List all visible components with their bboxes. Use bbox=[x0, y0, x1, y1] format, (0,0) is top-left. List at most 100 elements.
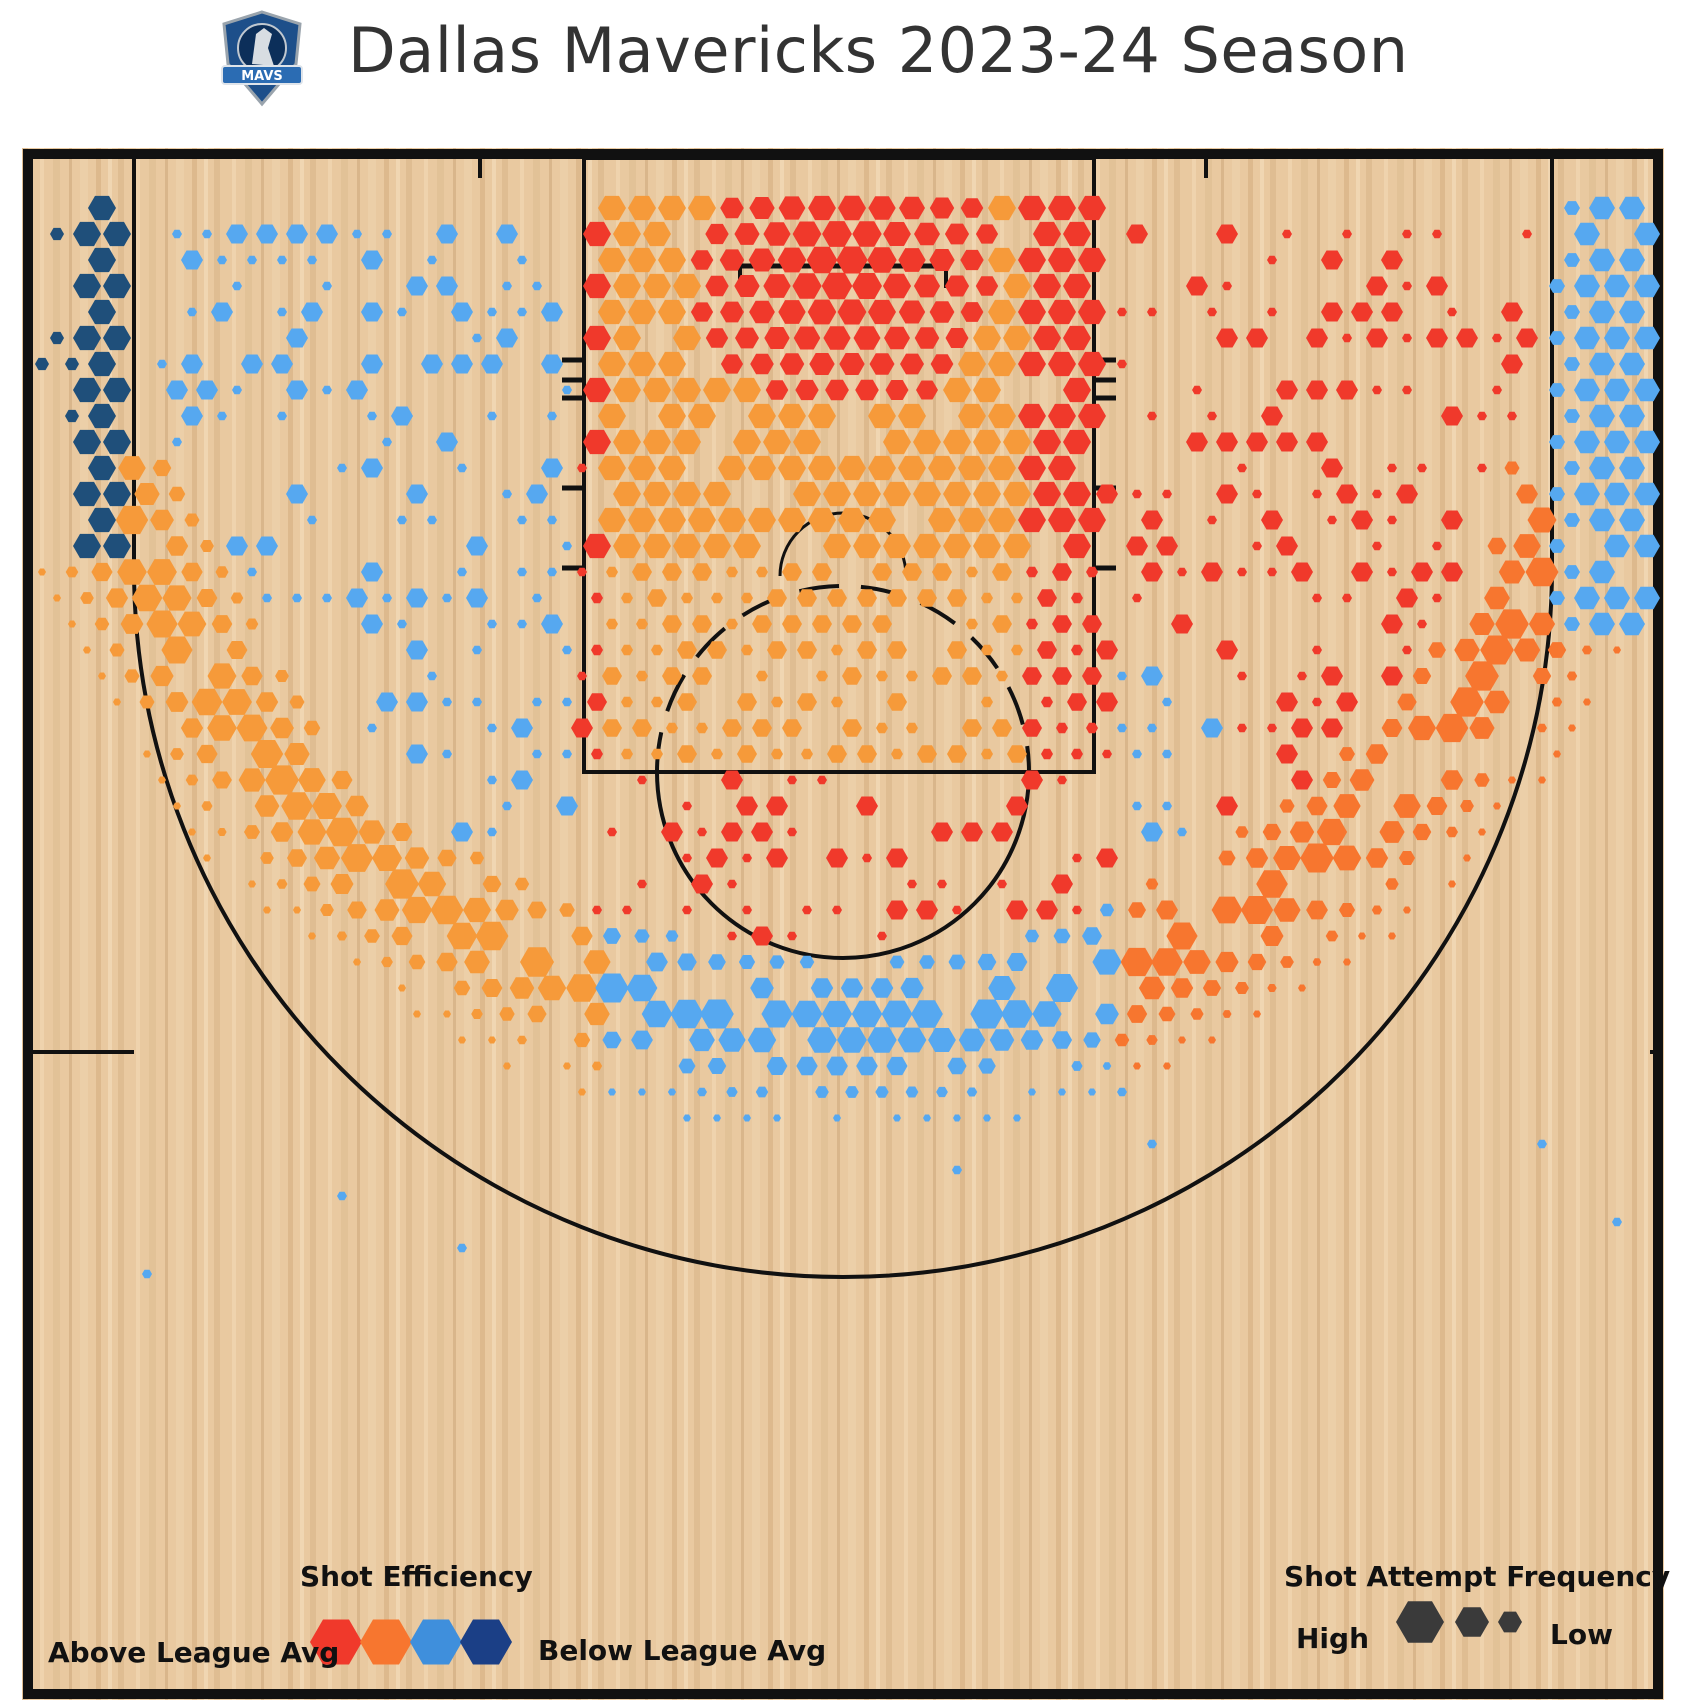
shot-hexbin bbox=[870, 978, 894, 998]
shot-hexbin bbox=[276, 879, 288, 889]
shot-hexbin bbox=[960, 198, 984, 218]
shot-hexbin bbox=[1574, 222, 1600, 246]
shot-hexbin bbox=[988, 351, 1016, 377]
shot-hexbin bbox=[943, 481, 971, 507]
legend-frequency-swatch bbox=[1396, 1601, 1444, 1643]
shot-hexbin bbox=[797, 641, 817, 659]
shot-hexbin bbox=[165, 536, 189, 556]
shot-hexbin bbox=[1117, 671, 1127, 681]
shot-hexbin bbox=[427, 255, 437, 265]
shot-hexbin bbox=[1306, 900, 1328, 920]
shot-hexbin bbox=[1589, 560, 1615, 584]
shot-hexbin bbox=[662, 563, 682, 581]
shot-hexbin bbox=[50, 331, 64, 345]
shot-hexbin bbox=[1026, 566, 1038, 578]
shot-hexbin bbox=[778, 196, 806, 220]
shot-hexbin bbox=[778, 300, 806, 324]
shot-hexbin bbox=[1028, 1088, 1036, 1096]
shot-hexbin bbox=[697, 1087, 707, 1097]
shot-hexbin bbox=[1145, 878, 1159, 890]
shot-hexbin bbox=[988, 247, 1016, 273]
shot-hexbin bbox=[598, 455, 626, 481]
shot-hexbin bbox=[673, 377, 701, 403]
shot-hexbin bbox=[1063, 221, 1091, 247]
shot-hexbin bbox=[1321, 458, 1343, 478]
shot-hexbin bbox=[1460, 800, 1474, 812]
shot-hexbin bbox=[1216, 640, 1238, 660]
shot-hexbin bbox=[1222, 1010, 1232, 1018]
shot-hexbin bbox=[196, 744, 218, 764]
shot-hexbin bbox=[1071, 592, 1083, 604]
shot-hexbin bbox=[638, 1088, 646, 1096]
shot-hexbin bbox=[778, 455, 806, 481]
shot-hexbin bbox=[751, 926, 773, 946]
shot-hexbin bbox=[115, 505, 149, 535]
shot-hexbin bbox=[1170, 978, 1194, 998]
shot-hexbin bbox=[563, 1062, 571, 1070]
shot-hexbin bbox=[1549, 435, 1565, 449]
shot-hexbin bbox=[207, 663, 237, 689]
shot-hexbin bbox=[705, 223, 729, 245]
shot-hexbin bbox=[262, 593, 272, 603]
shot-hexbin bbox=[109, 643, 125, 657]
shot-hexbin bbox=[361, 458, 383, 478]
shot-hexbin bbox=[256, 536, 278, 556]
shot-hexbin bbox=[361, 354, 383, 374]
shot-hexbin bbox=[103, 533, 131, 559]
shot-hexbin bbox=[1063, 533, 1091, 559]
shot-hexbin bbox=[1132, 593, 1142, 603]
shot-hexbin bbox=[230, 592, 244, 604]
shot-hexbin bbox=[917, 589, 937, 607]
shot-hexbin bbox=[793, 326, 821, 350]
shot-hexbin bbox=[769, 955, 785, 969]
shot-hexbin bbox=[883, 222, 911, 246]
svg-text:MAVS: MAVS bbox=[241, 69, 283, 84]
legend bbox=[310, 1601, 1522, 1665]
shot-hexbin bbox=[795, 379, 819, 401]
shot-hexbin bbox=[631, 1030, 653, 1050]
shot-hexbin bbox=[1020, 1030, 1044, 1050]
shot-hexbin bbox=[196, 589, 218, 607]
shot-hexbin bbox=[1192, 385, 1202, 395]
shot-hexbin bbox=[391, 823, 413, 841]
shot-hexbin bbox=[797, 693, 817, 711]
shot-hexbin bbox=[1033, 325, 1061, 351]
shot-hexbin bbox=[1018, 351, 1046, 377]
shot-hexbin bbox=[1312, 489, 1322, 499]
shot-hexbin bbox=[541, 458, 563, 478]
shot-hexbin bbox=[833, 1114, 841, 1122]
chart-title: Dallas Mavericks 2023-24 Season bbox=[348, 14, 1409, 87]
shot-hexbin bbox=[914, 327, 940, 349]
shot-hexbin bbox=[1071, 644, 1083, 656]
shot-hexbin bbox=[944, 275, 970, 297]
shot-hexbin bbox=[131, 584, 163, 612]
shot-hexbin bbox=[532, 281, 542, 291]
shot-hexbin bbox=[1024, 929, 1040, 943]
shot-hexbin bbox=[1282, 229, 1292, 239]
shot-hexbin bbox=[1381, 250, 1403, 270]
shot-hexbin bbox=[1036, 900, 1058, 920]
shot-hexbin bbox=[1071, 748, 1083, 760]
shot-hexbin bbox=[764, 327, 790, 349]
shot-hexbin bbox=[978, 1058, 996, 1074]
shot-hexbin bbox=[906, 670, 918, 682]
shot-hexbin bbox=[613, 273, 641, 299]
shot-hexbin bbox=[1372, 541, 1382, 551]
shot-hexbin bbox=[1480, 635, 1514, 665]
shot-hexbin bbox=[1166, 922, 1198, 950]
shot-hexbin bbox=[256, 224, 278, 244]
shot-hexbin bbox=[887, 641, 907, 659]
shot-hexbin bbox=[952, 905, 962, 915]
shot-hexbin bbox=[812, 615, 832, 633]
shot-hexbin bbox=[1291, 718, 1313, 738]
legend-efficiency-title: Shot Efficiency bbox=[300, 1560, 533, 1593]
shot-hexbin bbox=[743, 1114, 751, 1122]
shot-hexbin bbox=[1612, 1217, 1622, 1227]
shot-hexbin bbox=[853, 533, 881, 559]
shot-hexbin bbox=[1178, 1036, 1186, 1044]
shot-hexbin bbox=[196, 380, 218, 400]
shot-hexbin bbox=[718, 1028, 746, 1052]
shot-hexbin bbox=[397, 307, 407, 317]
shot-hexbin bbox=[643, 273, 671, 299]
shot-hexbin bbox=[1126, 536, 1148, 556]
